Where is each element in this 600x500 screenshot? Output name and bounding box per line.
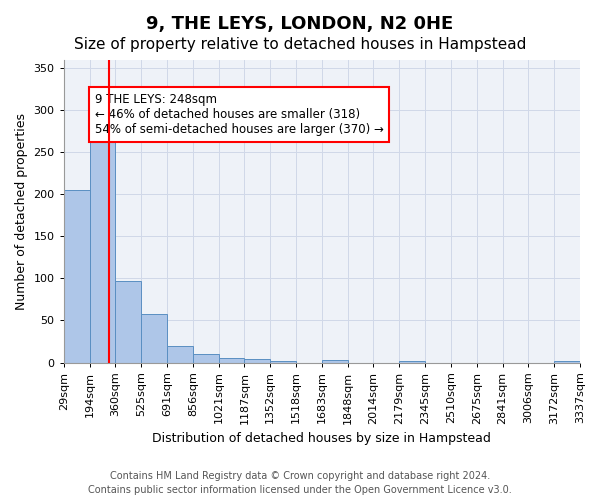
Bar xyxy=(64,190,89,362)
Bar xyxy=(115,281,141,362)
Bar xyxy=(244,359,270,362)
Text: Size of property relative to detached houses in Hampstead: Size of property relative to detached ho… xyxy=(74,38,526,52)
Bar xyxy=(89,119,115,362)
Bar xyxy=(167,346,193,362)
Bar xyxy=(270,361,296,362)
Bar xyxy=(193,354,218,362)
X-axis label: Distribution of detached houses by size in Hampstead: Distribution of detached houses by size … xyxy=(152,432,491,445)
Text: Contains HM Land Registry data © Crown copyright and database right 2024.
Contai: Contains HM Land Registry data © Crown c… xyxy=(88,471,512,495)
Y-axis label: Number of detached properties: Number of detached properties xyxy=(15,113,28,310)
Bar xyxy=(141,314,167,362)
Text: 9, THE LEYS, LONDON, N2 0HE: 9, THE LEYS, LONDON, N2 0HE xyxy=(146,15,454,33)
Bar xyxy=(554,361,580,362)
Bar xyxy=(322,360,347,362)
Bar xyxy=(218,358,244,362)
Text: 9 THE LEYS: 248sqm
← 46% of detached houses are smaller (318)
54% of semi-detach: 9 THE LEYS: 248sqm ← 46% of detached hou… xyxy=(95,94,383,136)
Bar xyxy=(399,361,425,362)
